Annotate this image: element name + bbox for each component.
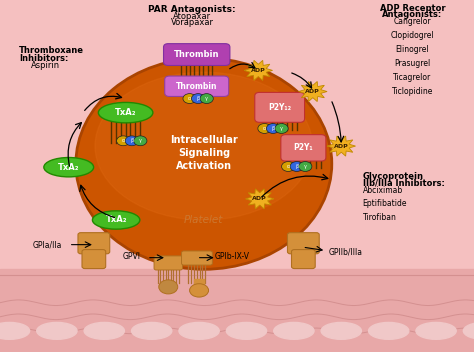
Ellipse shape (274, 322, 314, 339)
Text: β: β (295, 164, 298, 169)
Text: Vorapaxar: Vorapaxar (171, 18, 213, 27)
FancyBboxPatch shape (292, 250, 315, 269)
Text: β: β (130, 138, 133, 143)
Text: γ: γ (205, 96, 208, 101)
Text: Eptifibatide: Eptifibatide (363, 199, 407, 208)
FancyBboxPatch shape (281, 135, 326, 161)
Text: TxA₂: TxA₂ (105, 215, 127, 225)
Circle shape (134, 136, 147, 146)
Ellipse shape (0, 322, 29, 339)
Text: Prasugrel: Prasugrel (394, 59, 430, 68)
Text: α: α (122, 138, 125, 143)
Circle shape (266, 124, 280, 133)
Text: GPIa/IIa: GPIa/IIa (33, 240, 62, 249)
FancyBboxPatch shape (164, 44, 230, 65)
Circle shape (282, 162, 295, 171)
Text: Cangrelor: Cangrelor (393, 17, 431, 26)
Circle shape (183, 94, 196, 103)
Polygon shape (327, 136, 356, 156)
Circle shape (258, 124, 271, 133)
Bar (0, 269, 474, 352)
Text: Antagonists:: Antagonists: (382, 10, 443, 19)
Circle shape (275, 124, 288, 133)
Polygon shape (299, 81, 327, 102)
Text: Abciximab: Abciximab (363, 186, 403, 195)
Circle shape (290, 162, 303, 171)
Circle shape (159, 280, 178, 294)
Text: Atopaxar: Atopaxar (173, 12, 211, 21)
Ellipse shape (190, 284, 209, 297)
Ellipse shape (95, 72, 313, 220)
Circle shape (191, 94, 205, 103)
FancyBboxPatch shape (182, 251, 212, 265)
Ellipse shape (92, 211, 140, 229)
Circle shape (125, 136, 138, 146)
Text: P2Y₁: P2Y₁ (293, 143, 313, 152)
Text: GPVI: GPVI (123, 252, 141, 262)
Text: α: α (287, 164, 290, 169)
Text: Ticlopidine: Ticlopidine (392, 87, 433, 96)
Text: ADP: ADP (305, 89, 320, 94)
Bar (194, 279, 204, 286)
Text: TxA₂: TxA₂ (58, 163, 80, 172)
Text: Inhibitors:: Inhibitors: (19, 54, 68, 63)
Text: ADP Receptor: ADP Receptor (380, 4, 445, 13)
Ellipse shape (36, 322, 77, 339)
Text: TxA₂: TxA₂ (115, 108, 137, 117)
Text: GPIIb/IIIa: GPIIb/IIIa (329, 247, 363, 256)
Text: Clopidogrel: Clopidogrel (391, 31, 434, 40)
Text: γ: γ (139, 138, 142, 143)
Polygon shape (244, 60, 273, 81)
Circle shape (117, 136, 130, 146)
Text: Thrombin: Thrombin (174, 50, 219, 59)
Text: Glycoprotein: Glycoprotein (363, 172, 424, 182)
Ellipse shape (44, 157, 93, 177)
Text: Aspirin: Aspirin (31, 61, 60, 70)
FancyBboxPatch shape (164, 76, 228, 96)
FancyBboxPatch shape (255, 93, 304, 122)
Text: P2Y₁₂: P2Y₁₂ (268, 103, 291, 112)
Ellipse shape (84, 322, 124, 339)
FancyBboxPatch shape (78, 233, 110, 254)
Ellipse shape (321, 322, 361, 339)
Ellipse shape (179, 322, 219, 339)
Text: Intracellular
Signaling
Activation: Intracellular Signaling Activation (170, 135, 237, 171)
Text: Platelet: Platelet (184, 215, 224, 225)
Text: α: α (188, 96, 191, 101)
Text: Thromboxane: Thromboxane (19, 46, 84, 55)
Ellipse shape (227, 322, 266, 339)
Ellipse shape (132, 322, 172, 339)
Text: β: β (197, 96, 200, 101)
Circle shape (299, 162, 312, 171)
Polygon shape (246, 189, 274, 209)
Ellipse shape (464, 322, 474, 339)
Text: β: β (272, 126, 274, 131)
Text: Elinogrel: Elinogrel (396, 45, 429, 54)
Ellipse shape (76, 58, 332, 269)
Text: ADP: ADP (252, 196, 267, 201)
Ellipse shape (98, 102, 153, 123)
Text: Thrombin: Thrombin (176, 82, 218, 91)
Text: PAR Antagonists:: PAR Antagonists: (148, 5, 236, 14)
Text: Ticagrelor: Ticagrelor (393, 73, 431, 82)
Text: γ: γ (280, 126, 283, 131)
FancyBboxPatch shape (154, 256, 182, 270)
FancyBboxPatch shape (82, 250, 106, 269)
Text: IIb/IIIa Inhibitors:: IIb/IIIa Inhibitors: (363, 178, 445, 188)
Text: γ: γ (304, 164, 307, 169)
Text: ADP: ADP (251, 68, 266, 73)
Text: ADP: ADP (334, 144, 349, 149)
Circle shape (200, 94, 213, 103)
Text: Tirofiban: Tirofiban (363, 213, 396, 222)
FancyBboxPatch shape (287, 233, 319, 254)
Ellipse shape (369, 322, 409, 339)
Text: GPIb-IX-V: GPIb-IX-V (215, 252, 250, 262)
Text: α: α (263, 126, 266, 131)
Ellipse shape (416, 322, 456, 339)
